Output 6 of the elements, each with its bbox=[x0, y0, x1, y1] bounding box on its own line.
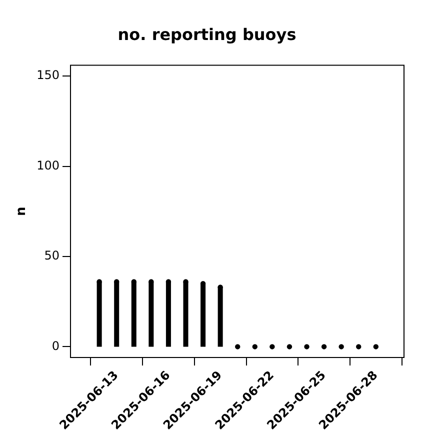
y-axis-title: n bbox=[14, 206, 30, 216]
chart-title: no. reporting buoys bbox=[118, 24, 296, 44]
y-tick-label: 100 bbox=[36, 158, 60, 172]
y-tick-label: 0 bbox=[52, 338, 60, 353]
y-tick-label: 50 bbox=[44, 248, 60, 263]
y-tick-label: 150 bbox=[36, 68, 60, 82]
